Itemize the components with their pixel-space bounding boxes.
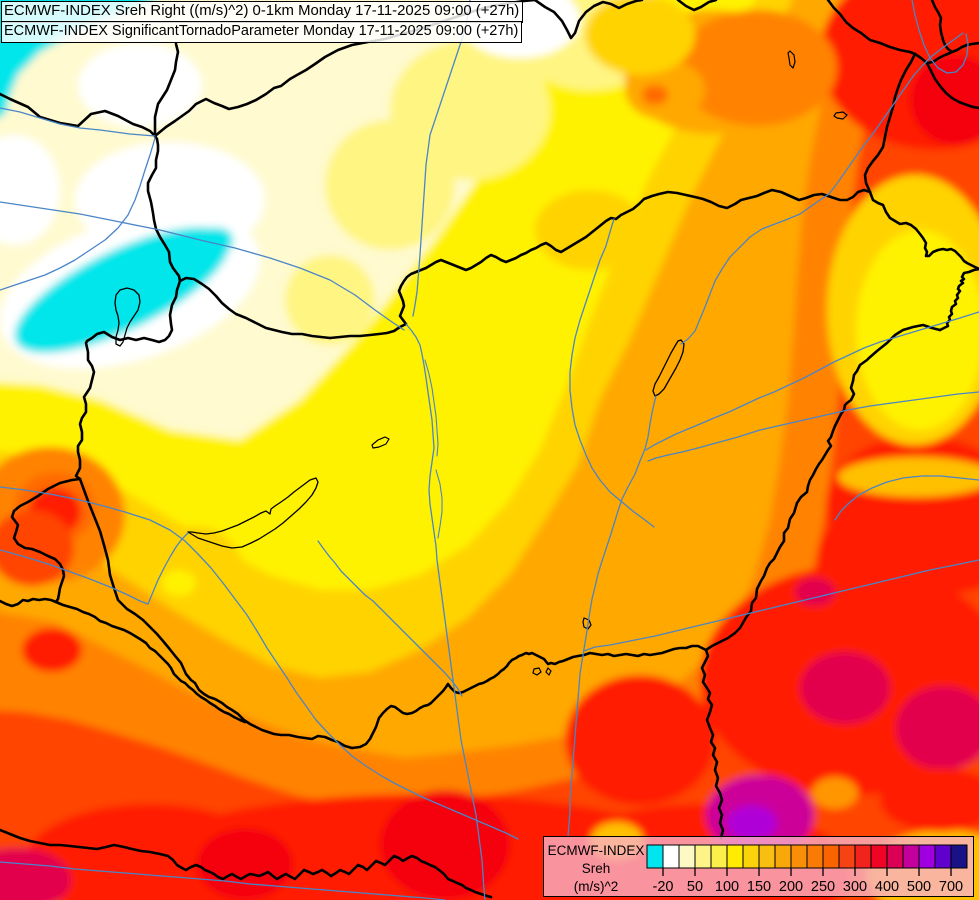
- svg-text:500: 500: [907, 879, 931, 895]
- svg-text:100: 100: [715, 879, 739, 895]
- svg-text:150: 150: [747, 879, 771, 895]
- svg-text:300: 300: [843, 879, 867, 895]
- svg-text:400: 400: [875, 879, 899, 895]
- svg-text:700: 700: [939, 879, 963, 895]
- svg-text:50: 50: [687, 879, 703, 895]
- svg-text:200: 200: [779, 879, 803, 895]
- svg-text:-20: -20: [653, 879, 674, 895]
- svg-text:250: 250: [811, 879, 835, 895]
